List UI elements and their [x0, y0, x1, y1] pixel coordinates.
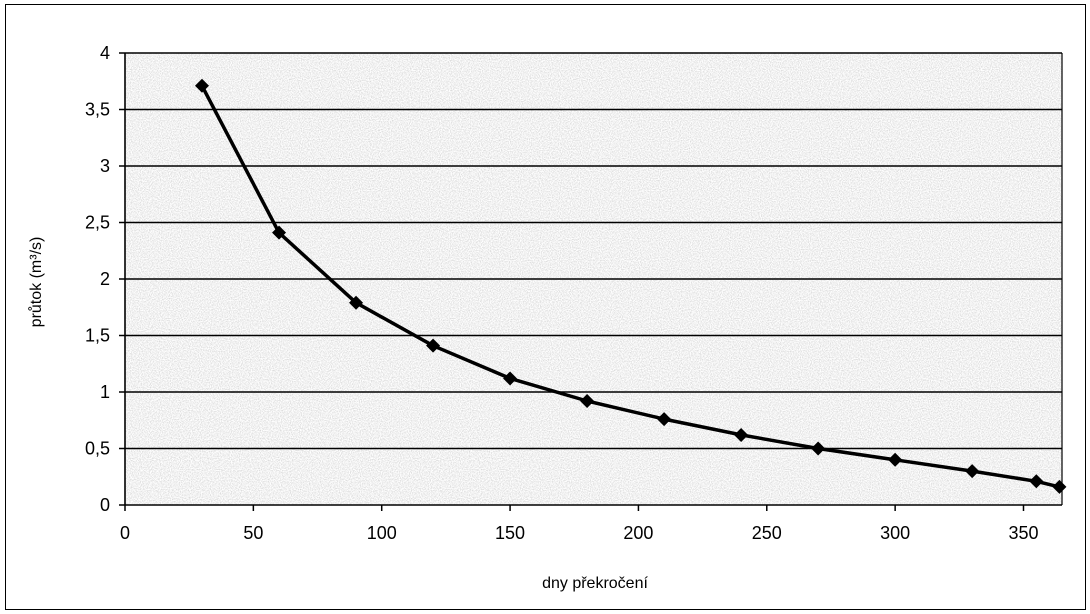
x-tick-label-1: 50	[243, 523, 263, 543]
y-axis-title: průtok (m³/s)	[27, 237, 45, 328]
x-tick-label-7: 350	[1008, 523, 1038, 543]
chart-frame: 0 0,5 1 1,5 2 2,5 3 3,5 4 0 50 100 150 200 250 300 350 d…	[5, 4, 1086, 610]
x-axis-title: dny překročení	[542, 575, 648, 592]
x-tick-label-4: 200	[623, 523, 653, 543]
y-tick-label-3: 1,5	[85, 326, 110, 346]
y-tick-label-4: 2	[100, 269, 110, 289]
data-point-4	[503, 371, 518, 386]
y-tick-label-5: 2,5	[85, 213, 110, 233]
data-point-3	[426, 338, 441, 353]
data-point-11	[1029, 474, 1044, 489]
data-point-9	[888, 452, 903, 467]
data-point-5	[580, 394, 595, 409]
data-point-8	[811, 441, 826, 456]
y-tick-label-2: 1	[100, 382, 110, 402]
flow-duration-chart: 0 0,5 1 1,5 2 2,5 3 3,5 4 0 50 100 150 200 250 300 350 d…	[27, 43, 1067, 592]
data-point-1	[272, 225, 287, 240]
gridlines	[125, 52, 1062, 450]
axes	[119, 52, 1063, 511]
data-series	[195, 78, 1067, 494]
y-tick-label-6: 3	[100, 156, 110, 176]
data-point-12	[1052, 479, 1067, 494]
tick-labels: 0 0,5 1 1,5 2 2,5 3 3,5 4 0 50 100 150 200 250 300 350	[85, 43, 1039, 543]
data-point-2	[349, 295, 364, 310]
data-point-10	[965, 464, 980, 479]
x-tick-label-3: 150	[495, 523, 525, 543]
y-tick-label-0: 0	[100, 495, 110, 515]
x-tick-label-0: 0	[120, 523, 130, 543]
y-tick-label-8: 4	[100, 43, 110, 63]
x-tick-label-5: 250	[752, 523, 782, 543]
data-point-0	[195, 78, 210, 93]
x-tick-label-2: 100	[367, 523, 397, 543]
x-tick-label-6: 300	[880, 523, 910, 543]
y-tick-label-1: 0,5	[85, 439, 110, 459]
data-point-6	[657, 412, 672, 427]
y-tick-label-7: 3,5	[85, 100, 110, 120]
data-point-7	[734, 427, 749, 442]
